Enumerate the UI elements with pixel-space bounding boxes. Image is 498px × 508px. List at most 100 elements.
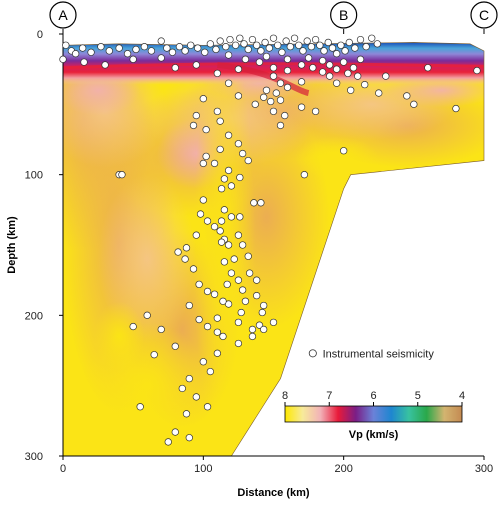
earthquake-point — [203, 217, 212, 225]
earthquake-point — [199, 358, 207, 366]
x-tick-label: 200 — [334, 463, 352, 475]
earthquake-point — [80, 58, 88, 66]
earthquake-point — [199, 95, 207, 103]
earthquake-point — [192, 61, 200, 69]
earthquake-point — [203, 287, 212, 296]
earthquake-point — [222, 43, 230, 51]
earthquake-point — [219, 332, 227, 341]
earthquake-point — [220, 175, 229, 183]
earthquake-point — [318, 68, 327, 76]
y-tick-label: 200 — [25, 310, 43, 322]
earthquake-point — [248, 332, 257, 341]
earthquake-point — [219, 297, 227, 305]
earthquake-point — [286, 43, 294, 51]
earthquake-point — [206, 367, 215, 376]
earthquake-point — [227, 213, 236, 221]
earthquake-point — [213, 107, 222, 116]
earthquake-point — [143, 311, 151, 319]
earthquake-point — [181, 255, 189, 263]
earthquake-point — [224, 241, 233, 249]
earthquake-point — [373, 40, 381, 48]
earthquake-point — [269, 34, 278, 42]
earthquake-point — [185, 434, 193, 442]
earthquake-point — [217, 238, 226, 246]
earthquake-point — [282, 37, 290, 45]
seismicity-legend-marker — [308, 349, 317, 358]
earthquake-point — [157, 325, 165, 334]
earthquake-point — [224, 166, 233, 175]
earthquake-point — [168, 48, 177, 56]
earthquake-point — [227, 182, 236, 190]
earthquake-point — [241, 55, 250, 63]
earthquake-point — [129, 322, 137, 331]
earthquake-point — [147, 47, 156, 55]
earthquake-point — [333, 50, 341, 58]
y-tick-label: 300 — [25, 451, 43, 463]
earthquake-point — [220, 258, 229, 266]
earthquake-point — [206, 40, 215, 48]
earthquake-point — [276, 96, 285, 104]
earthquake-point — [192, 111, 200, 120]
earthquake-point — [236, 173, 244, 182]
x-tick-label: 0 — [60, 463, 66, 475]
earthquake-point — [234, 318, 243, 327]
profile-marker-label: A — [58, 7, 68, 23]
earthquake-point — [202, 152, 210, 161]
earthquake-point — [297, 78, 306, 86]
earthquake-point — [274, 41, 282, 49]
earthquake-point — [129, 55, 137, 63]
earthquake-point — [234, 140, 243, 148]
earthquake-point — [231, 41, 240, 49]
earthquake-point — [136, 403, 144, 411]
earthquake-point — [241, 297, 250, 305]
earthquake-point — [248, 325, 257, 334]
earthquake-point — [368, 34, 376, 42]
colorbar-ticks: 8 7 6 5 4 — [282, 390, 465, 406]
earthquake-point — [216, 117, 224, 125]
earthquake-point — [236, 34, 244, 42]
earthquake-point — [105, 47, 113, 55]
earthquake-point — [307, 43, 316, 51]
earthquake-point — [195, 315, 203, 324]
earthquake-point — [311, 107, 320, 116]
profile-marker-b — [330, 1, 358, 29]
earthquake-point — [278, 48, 286, 56]
earthquake-point — [171, 64, 179, 72]
earthquake-point — [345, 38, 353, 47]
earthquake-point — [333, 65, 341, 73]
y-tick-label: 100 — [25, 170, 43, 182]
earthquake-point — [375, 89, 383, 97]
y-axis-title: Depth (km) — [6, 216, 18, 274]
earthquake-point — [150, 351, 158, 359]
earthquake-point — [340, 147, 348, 155]
earthquake-point — [344, 69, 352, 78]
profile-marker-label: B — [339, 7, 348, 23]
earthquake-point — [248, 35, 257, 44]
earthquake-point — [333, 79, 341, 87]
earthquake-point — [244, 252, 252, 260]
colorbar-tick-label: 4 — [459, 390, 465, 402]
earthquake-point — [303, 37, 311, 45]
earthquake-point — [185, 374, 193, 383]
earthquake-point — [328, 44, 337, 52]
earthquake-point — [276, 79, 285, 87]
earthquake-point — [295, 41, 303, 49]
earthquake-point — [311, 35, 320, 44]
earthquake-point — [337, 41, 345, 49]
earthquake-point — [199, 159, 207, 168]
earthquake-point — [203, 403, 212, 411]
earthquake-point — [283, 66, 292, 75]
earthquake-point — [224, 51, 233, 59]
earthquake-point — [157, 37, 165, 45]
earthquake-point — [213, 328, 222, 336]
earthquake-point — [283, 83, 292, 92]
axes: 0 100 200 300 0 100 200 300 Distance (km) Dept… — [6, 29, 493, 499]
earthquake-point — [262, 52, 271, 61]
earthquake-point — [227, 269, 236, 277]
earthquake-point — [192, 231, 200, 239]
profile-markers: A B C — [49, 1, 498, 34]
earthquake-point — [203, 322, 212, 331]
x-ticks: 0 100 200 300 — [60, 456, 493, 475]
earthquake-point — [97, 43, 105, 51]
colorbar-tick-label: 7 — [326, 390, 332, 402]
